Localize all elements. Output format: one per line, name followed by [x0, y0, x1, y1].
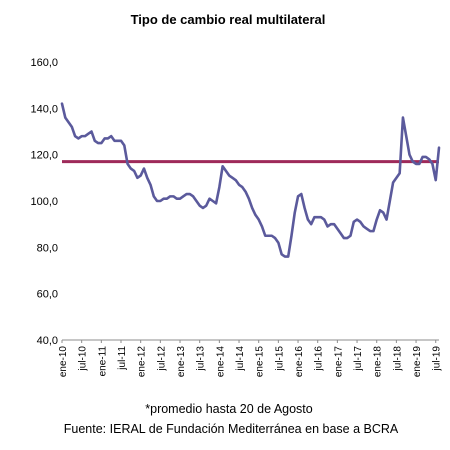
x-tick-label: jul-17: [353, 346, 364, 372]
x-tick-label: ene-10: [58, 346, 69, 378]
x-tick-label: jul-12: [156, 346, 167, 372]
x-tick-label: ene-19: [412, 346, 423, 378]
x-tick-label: jul-16: [314, 346, 325, 372]
y-tick-label: 60,0: [37, 289, 58, 301]
x-tick-label: jul-11: [117, 346, 128, 371]
x-tick-label: jul-19: [432, 346, 443, 372]
series-line-tcrm: [60, 102, 441, 258]
chart-title: Tipo de cambio real multilateral: [131, 12, 326, 27]
y-tick-label: 40,0: [37, 335, 58, 347]
x-tick-label: jul-14: [235, 346, 246, 372]
x-tick-label: ene-15: [255, 346, 266, 378]
x-tick-label: jul-10: [78, 346, 89, 372]
y-tick-label: 140,0: [30, 103, 58, 115]
y-tick-label: 120,0: [30, 150, 58, 162]
x-tick-label: ene-11: [97, 346, 108, 377]
x-tick-label: jul-13: [196, 346, 207, 372]
y-tick-label: 80,0: [37, 242, 58, 254]
x-tick-label: jul-18: [392, 346, 403, 372]
x-tick-label: ene-13: [176, 346, 187, 378]
footnote-average: *promedio hasta 20 de Agosto: [145, 402, 313, 416]
x-tick-label: jul-15: [274, 346, 285, 372]
x-tick-label: ene-16: [294, 346, 305, 378]
footnote-source: Fuente: IERAL de Fundación Mediterránea …: [64, 422, 399, 436]
x-tick-label: ene-14: [215, 346, 226, 378]
x-tick-label: ene-18: [373, 346, 384, 378]
x-tick-label: ene-17: [333, 346, 344, 378]
y-tick-label: 100,0: [30, 196, 58, 208]
y-tick-label: 160,0: [30, 57, 58, 69]
x-tick-label: ene-12: [137, 346, 148, 378]
